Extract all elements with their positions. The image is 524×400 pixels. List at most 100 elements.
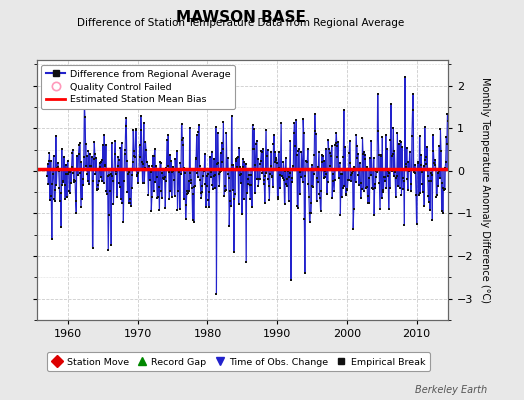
Point bbox=[407, 188, 415, 195]
Point bbox=[374, 128, 383, 134]
Point bbox=[285, 174, 293, 180]
Point bbox=[253, 138, 261, 144]
Point bbox=[198, 183, 206, 189]
Point bbox=[99, 142, 107, 148]
Point bbox=[200, 167, 209, 173]
Point bbox=[327, 153, 335, 160]
Point bbox=[73, 167, 82, 174]
Point bbox=[124, 171, 132, 177]
Point bbox=[307, 209, 315, 216]
Point bbox=[139, 120, 148, 127]
Point bbox=[273, 160, 281, 166]
Point bbox=[71, 178, 79, 184]
Point bbox=[376, 206, 384, 212]
Point bbox=[239, 196, 248, 202]
Point bbox=[211, 171, 220, 178]
Point bbox=[172, 166, 180, 172]
Point bbox=[82, 153, 91, 160]
Point bbox=[46, 196, 54, 203]
Point bbox=[375, 152, 383, 158]
Point bbox=[330, 177, 339, 183]
Point bbox=[230, 196, 238, 202]
Point bbox=[279, 158, 288, 165]
Point bbox=[350, 164, 358, 170]
Point bbox=[430, 162, 439, 168]
Point bbox=[50, 198, 59, 205]
Point bbox=[442, 134, 451, 140]
Point bbox=[80, 154, 88, 160]
Point bbox=[432, 166, 440, 173]
Point bbox=[88, 154, 96, 160]
Point bbox=[86, 166, 95, 172]
Point bbox=[80, 98, 89, 105]
Point bbox=[274, 196, 282, 203]
Point bbox=[142, 147, 150, 153]
Point bbox=[176, 160, 184, 167]
Point bbox=[121, 151, 129, 157]
Point bbox=[63, 158, 72, 164]
Point bbox=[102, 141, 110, 148]
Point bbox=[400, 222, 409, 228]
Point bbox=[326, 150, 334, 156]
Point bbox=[374, 91, 382, 97]
Point bbox=[416, 190, 424, 196]
Point bbox=[427, 177, 435, 184]
Point bbox=[254, 182, 263, 189]
Point bbox=[295, 146, 303, 153]
Point bbox=[120, 178, 128, 184]
Point bbox=[96, 164, 104, 170]
Point bbox=[355, 181, 363, 188]
Point bbox=[174, 188, 182, 194]
Point bbox=[101, 163, 109, 170]
Point bbox=[377, 152, 385, 158]
Point bbox=[258, 149, 266, 155]
Point bbox=[52, 182, 61, 188]
Point bbox=[224, 170, 232, 177]
Point bbox=[435, 175, 444, 182]
Point bbox=[286, 170, 294, 176]
Point bbox=[169, 164, 177, 170]
Point bbox=[158, 170, 167, 176]
Point bbox=[261, 127, 270, 133]
Point bbox=[413, 166, 421, 172]
Point bbox=[244, 176, 253, 182]
Point bbox=[189, 216, 197, 223]
Point bbox=[161, 205, 169, 211]
Point bbox=[221, 182, 230, 189]
Point bbox=[419, 163, 428, 170]
Point bbox=[154, 166, 162, 173]
Point bbox=[61, 196, 69, 202]
Point bbox=[314, 148, 323, 155]
Point bbox=[441, 164, 449, 171]
Point bbox=[173, 207, 182, 214]
Point bbox=[111, 151, 119, 157]
Point bbox=[57, 224, 66, 230]
Point bbox=[129, 148, 138, 154]
Point bbox=[197, 195, 205, 202]
Point bbox=[214, 160, 222, 166]
Point bbox=[95, 178, 103, 184]
Point bbox=[328, 195, 336, 201]
Point bbox=[325, 146, 333, 152]
Point bbox=[389, 150, 397, 157]
Point bbox=[422, 160, 431, 167]
Point bbox=[115, 180, 124, 186]
Point bbox=[392, 172, 401, 179]
Point bbox=[211, 185, 219, 191]
Point bbox=[313, 174, 321, 181]
Point bbox=[354, 150, 362, 157]
Point bbox=[296, 191, 304, 198]
Point bbox=[93, 186, 101, 192]
Point bbox=[244, 181, 252, 187]
Point bbox=[97, 178, 106, 184]
Point bbox=[166, 152, 174, 158]
Point bbox=[331, 141, 340, 148]
Point bbox=[259, 146, 267, 152]
Point bbox=[291, 143, 299, 149]
Point bbox=[356, 195, 365, 201]
Point bbox=[316, 208, 325, 214]
Point bbox=[150, 146, 159, 152]
Point bbox=[62, 171, 71, 177]
Point bbox=[48, 236, 56, 242]
Point bbox=[280, 201, 289, 207]
